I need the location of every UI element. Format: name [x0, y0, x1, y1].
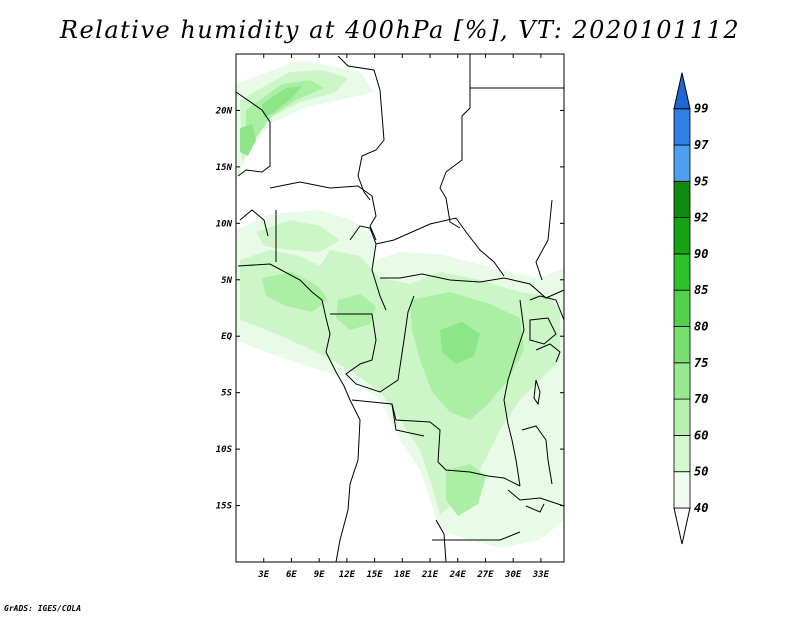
colorbar-segment	[673, 362, 691, 400]
lon-tick-label: 12E	[339, 570, 356, 580]
colorbar-level-label: 60	[694, 428, 708, 442]
rh-50-region	[240, 70, 348, 162]
lon-tick-label: 33E	[532, 570, 550, 580]
lon-tick-label: 3E	[257, 570, 269, 580]
colorbar-level-label: 95	[694, 174, 708, 188]
lon-tick-label: 30E	[504, 570, 522, 580]
colorbar-level-label: 40	[694, 501, 708, 515]
colorbar-level-label: 97	[694, 138, 709, 152]
rh-60-region	[336, 294, 376, 330]
longitude-axis: 3E 6E 9E 12E 15E 18E 21E 24E 27E 30E 33E	[257, 54, 550, 580]
lon-tick-label: 9E	[314, 570, 325, 580]
colorbar-segment	[673, 144, 691, 182]
rh-60-region	[262, 272, 328, 312]
colorbar-level-label: 99	[694, 102, 708, 116]
humidity-shading	[236, 60, 564, 548]
colorbar-level-label: 50	[694, 465, 708, 479]
lat-tick-label: 15N	[216, 163, 233, 173]
rh-50-region	[256, 220, 340, 252]
colorbar-segment	[673, 326, 691, 364]
colorbar-level-label: 92	[694, 211, 708, 225]
rh-70-region	[262, 86, 302, 118]
lat-tick-label: 5N	[221, 276, 232, 286]
lon-tick-label: 6E	[286, 570, 297, 580]
colorbar-segment	[673, 180, 691, 219]
lon-tick-label: 18E	[394, 570, 411, 580]
colorbar-segment	[673, 434, 691, 473]
map-frame	[235, 53, 565, 563]
rh-60-region	[246, 80, 324, 152]
lat-tick-label: 5S	[221, 389, 232, 399]
colorbar-segment	[673, 471, 691, 509]
rh-60-region	[446, 464, 486, 516]
country-borders	[235, 54, 565, 563]
colorbar-high-cap	[673, 72, 691, 110]
colorbar-level-label: 80	[694, 320, 708, 334]
colorbar-low-cap	[673, 507, 691, 545]
grads-credit: GrADS: IGES/COLA	[4, 604, 82, 613]
colorbar-level-label: 75	[694, 356, 708, 370]
colorbar-segment	[673, 398, 691, 436]
lon-tick-label: 21E	[421, 570, 439, 580]
colorbar-segment	[673, 217, 691, 255]
colorbar-level-label: 70	[694, 392, 708, 406]
chart-title: Relative humidity at 400hPa [%], VT: 202…	[59, 16, 741, 44]
latitude-axis: 20N 15N 10N 5N EQ 5S 10S 15S	[215, 106, 564, 512]
lat-tick-label: 10N	[216, 219, 233, 229]
colorbar-segment	[673, 253, 691, 291]
lat-tick-label: 15S	[216, 502, 233, 512]
lon-tick-label: 24E	[449, 570, 467, 580]
rh-70-region	[240, 124, 256, 156]
lon-tick-label: 27E	[476, 570, 494, 580]
colorbar-segment	[673, 108, 691, 146]
colorbar: 40 50 60 70 75 80 85 90 92 95 97 99	[673, 72, 709, 545]
colorbar-level-label: 85	[694, 283, 708, 297]
lon-tick-label: 15E	[366, 570, 383, 580]
colorbar-level-label: 90	[694, 247, 708, 261]
lat-tick-label: 10S	[216, 445, 233, 455]
rh-70-region	[440, 322, 480, 364]
lat-tick-label: 20N	[215, 106, 233, 116]
colorbar-segment	[673, 289, 691, 327]
lat-tick-label: EQ	[221, 332, 232, 342]
